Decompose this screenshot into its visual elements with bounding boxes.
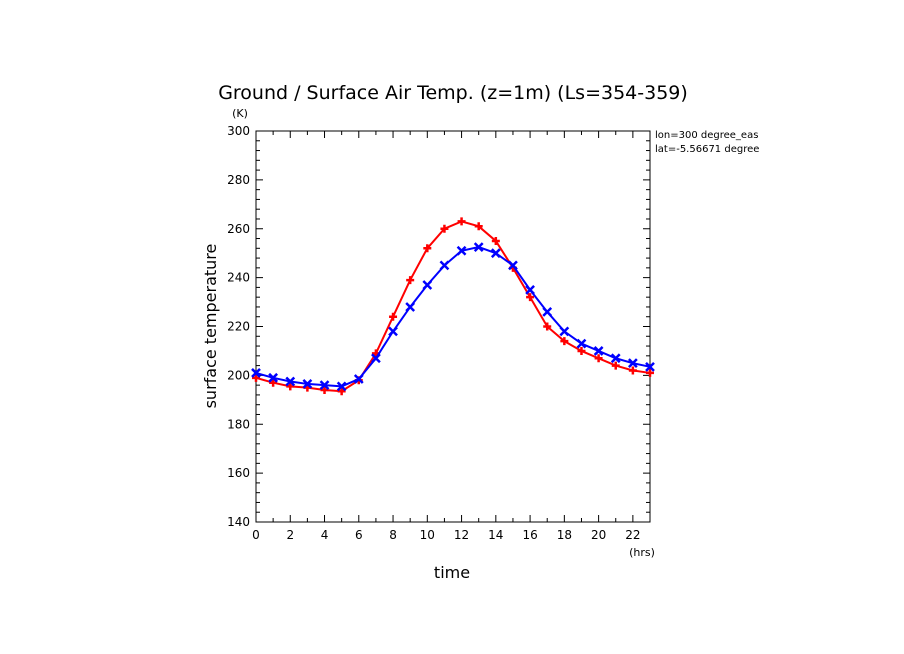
x-tick-label: 0 [252, 528, 260, 542]
x-tick-label: 14 [488, 528, 503, 542]
series-marker-1 [251, 368, 261, 378]
x-tick-label: 16 [522, 528, 537, 542]
y-tick-label: 180 [227, 417, 250, 431]
y-tick-label: 240 [227, 271, 250, 285]
series-marker-1 [371, 353, 381, 364]
series-marker-0 [594, 354, 603, 363]
x-tick-label: 20 [591, 528, 606, 542]
series-marker-1 [610, 353, 621, 364]
y-unit-label: (K) [232, 107, 248, 120]
series-marker-1 [456, 245, 467, 256]
series-marker-1 [508, 260, 518, 271]
series-marker-1 [285, 376, 296, 387]
series-marker-0 [543, 322, 552, 331]
series-marker-0 [423, 244, 432, 253]
series-marker-0 [526, 293, 535, 302]
x-tick-label: 2 [286, 528, 294, 542]
series-marker-1 [302, 379, 313, 389]
series-marker-0 [252, 373, 260, 382]
x-tick-label: 8 [389, 528, 397, 542]
series-marker-0 [611, 361, 620, 370]
series-marker-1 [405, 302, 416, 312]
series-marker-0 [560, 337, 569, 346]
y-tick-label: 140 [227, 515, 250, 529]
x-tick-label: 18 [557, 528, 572, 542]
series-marker-1 [473, 242, 484, 252]
annotation-lat: lat=-5.56671 degree [655, 144, 759, 155]
series-marker-0 [491, 236, 500, 245]
series-marker-0 [577, 346, 586, 355]
y-tick-label: 200 [227, 368, 250, 382]
x-axis-label: time [434, 563, 470, 582]
chart-title: Ground / Surface Air Temp. (z=1m) (Ls=35… [218, 82, 688, 104]
series-marker-0 [646, 368, 654, 377]
y-tick-label: 160 [227, 466, 250, 480]
series-marker-1 [542, 306, 553, 317]
series-line-0 [255, 220, 651, 393]
series-marker-0 [406, 276, 415, 285]
x-unit-label: (hrs) [629, 546, 655, 559]
y-tick-label: 220 [227, 320, 250, 334]
y-axis-label: surface temperature [201, 244, 220, 409]
series-marker-1 [576, 338, 587, 349]
series-marker-1 [268, 372, 279, 383]
series-marker-1 [627, 358, 638, 369]
y-tick-label: 300 [227, 124, 250, 138]
series-line-1 [255, 246, 651, 388]
series-marker-1 [525, 284, 535, 295]
series-marker-0 [286, 382, 295, 391]
x-tick-label: 4 [321, 528, 329, 542]
x-tick-label: 22 [625, 528, 640, 542]
series-marker-0 [337, 387, 346, 396]
series-marker-0 [474, 222, 483, 231]
series-marker-0 [389, 312, 398, 321]
series-marker-1 [439, 260, 450, 271]
series-marker-1 [336, 381, 347, 392]
series-marker-1 [490, 248, 501, 259]
series-marker-0 [457, 217, 466, 226]
y-tick-label: 260 [227, 222, 250, 236]
x-tick-label: 12 [454, 528, 469, 542]
series-marker-1 [559, 326, 570, 337]
annotation-lon: lon=300 degree_eas [655, 130, 758, 141]
x-tick-label: 10 [420, 528, 435, 542]
series-marker-1 [353, 374, 364, 384]
series-marker-1 [319, 380, 330, 391]
plot-frame [255, 130, 651, 523]
series-marker-1 [593, 346, 604, 356]
y-tick-label: 280 [227, 173, 250, 187]
series-marker-0 [628, 366, 637, 375]
series-marker-0 [269, 378, 278, 387]
series-marker-1 [388, 326, 398, 337]
series-marker-0 [440, 224, 449, 233]
series-marker-1 [422, 280, 433, 290]
series-marker-1 [645, 361, 655, 372]
x-tick-label: 6 [355, 528, 363, 542]
series-marker-0 [320, 386, 329, 395]
